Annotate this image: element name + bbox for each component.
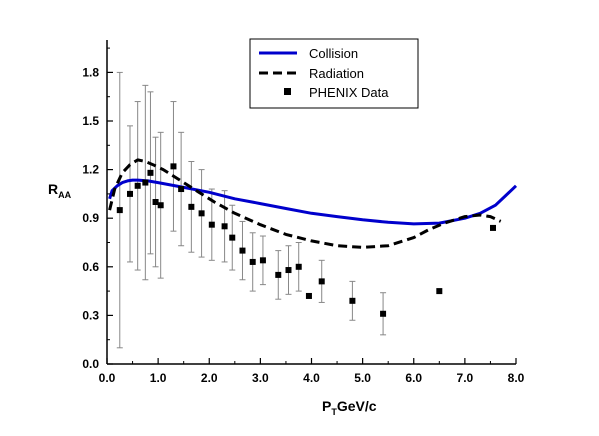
series-lines xyxy=(108,158,518,249)
phenix-data-point xyxy=(380,310,387,317)
tick-labels: 0.0 1.0 2.0 3.0 4.0 5.0 6.0 7.0 8.0 0.0 0.3 0.6 0.9 1… xyxy=(82,65,524,385)
phenix-data-point xyxy=(305,292,312,299)
phenix-data-point xyxy=(157,202,164,209)
phenix-data-point xyxy=(285,267,292,274)
legend-label-radiation: Radiation xyxy=(309,66,364,81)
phenix-data-point xyxy=(221,223,228,230)
phenix-data-point xyxy=(259,257,266,264)
phenix-data-point xyxy=(489,224,496,231)
y-axis-title: RAA xyxy=(48,181,72,200)
y-tick-label: 1.2 xyxy=(82,163,99,177)
x-tick-label: 7.0 xyxy=(457,371,474,385)
x-tick-label: 6.0 xyxy=(405,371,422,385)
phenix-data-point xyxy=(198,210,205,217)
phenix-markers xyxy=(116,163,496,317)
legend: Collision Radiation PHENIX Data xyxy=(249,38,419,109)
phenix-data-point xyxy=(229,234,236,241)
y-tick-label: 1.8 xyxy=(82,65,99,79)
error-bars xyxy=(116,71,387,349)
phenix-data-point xyxy=(152,199,159,205)
phenix-data-point xyxy=(127,190,134,197)
phenix-data-point xyxy=(170,163,177,170)
phenix-data-point xyxy=(208,221,215,228)
x-axis-title-main: P xyxy=(322,398,331,414)
phenix-data-point xyxy=(142,179,149,186)
x-axis-title-sub: T xyxy=(331,407,337,417)
x-tick-label: 5.0 xyxy=(354,371,371,385)
phenix-data-point xyxy=(188,203,195,210)
radiation-curve xyxy=(108,158,502,249)
phenix-data-point xyxy=(249,258,256,265)
phenix-data-point xyxy=(134,182,141,189)
phenix-data-point xyxy=(275,271,282,278)
phenix-data-point xyxy=(349,297,356,304)
y-axis-title-main: R xyxy=(48,181,58,197)
x-tick-label: 2.0 xyxy=(201,371,218,385)
phenix-data-point xyxy=(295,263,302,270)
x-axis-title-rest: GeV/c xyxy=(337,398,377,414)
y-tick-label: 0.3 xyxy=(82,308,99,322)
phenix-data-point xyxy=(436,288,443,295)
y-tick-label: 0.6 xyxy=(82,260,99,274)
y-tick-label: 0.0 xyxy=(82,357,99,371)
phenix-data-point xyxy=(239,247,246,254)
x-axis-title: PTGeV/c xyxy=(322,398,377,417)
x-tick-label: 1.0 xyxy=(150,371,167,385)
phenix-data-point xyxy=(178,186,185,193)
legend-label-phenix: PHENIX Data xyxy=(309,85,389,100)
y-tick-label: 0.9 xyxy=(82,211,99,225)
y-tick-label: 1.5 xyxy=(82,114,99,128)
axes xyxy=(106,40,517,365)
phenix-data-point xyxy=(147,169,154,176)
phenix-data-point xyxy=(116,207,123,214)
x-tick-label: 8.0 xyxy=(508,371,525,385)
legend-label-collision: Collision xyxy=(309,46,358,61)
collision-curve xyxy=(108,178,518,226)
x-tick-label: 3.0 xyxy=(252,371,269,385)
x-tick-label: 0.0 xyxy=(99,371,116,385)
legend-swatch-phenix xyxy=(284,88,291,95)
phenix-data-point xyxy=(318,278,325,285)
x-tick-label: 4.0 xyxy=(303,371,320,385)
y-axis-title-sub: AA xyxy=(58,190,71,200)
